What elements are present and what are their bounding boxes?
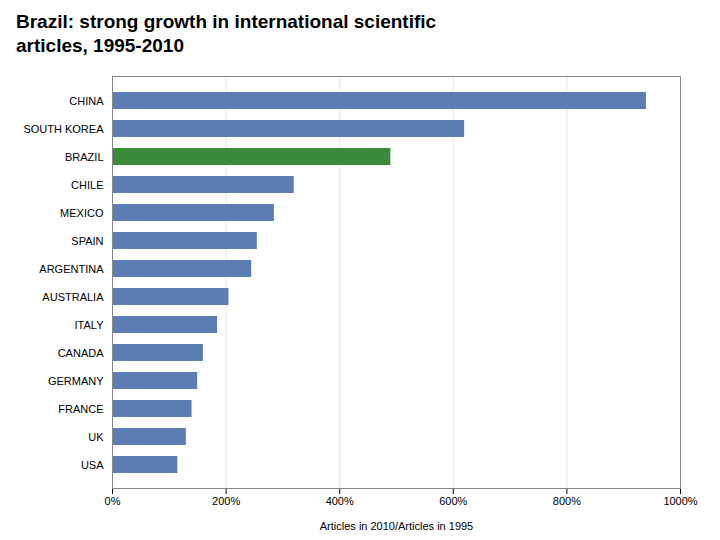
svg-text:800%: 800% [553,495,581,507]
svg-text:MEXICO: MEXICO [60,206,104,218]
svg-text:0%: 0% [105,495,121,507]
svg-text:USA: USA [81,458,104,470]
svg-text:BRAZIL: BRAZIL [65,150,104,162]
svg-text:ITALY: ITALY [75,318,105,330]
svg-text:CANADA: CANADA [58,346,105,358]
svg-text:600%: 600% [439,495,467,507]
svg-text:AUSTRALIA: AUSTRALIA [42,290,104,302]
svg-text:GERMANY: GERMANY [48,374,104,386]
html-text:Brazil: strong growth in inter: Brazil: strong growth in international s… [16,11,437,32]
svg-text:200%: 200% [212,495,240,507]
svg-text:Articles in 2010/Articles in 1: Articles in 2010/Articles in 1995 [320,519,473,531]
html-text:articles, 1995-2010: articles, 1995-2010 [16,34,184,56]
svg-text:FRANCE: FRANCE [58,402,103,414]
svg-text:SOUTH KOREA: SOUTH KOREA [23,122,104,134]
svg-text:400%: 400% [326,495,354,507]
svg-text:UK: UK [88,430,104,442]
svg-text:1000%: 1000% [663,495,697,507]
svg-text:ARGENTINA: ARGENTINA [39,262,104,274]
svg-text:CHILE: CHILE [71,178,103,190]
svg-text:SPAIN: SPAIN [71,234,103,246]
svg-text:CHINA: CHINA [69,94,104,106]
